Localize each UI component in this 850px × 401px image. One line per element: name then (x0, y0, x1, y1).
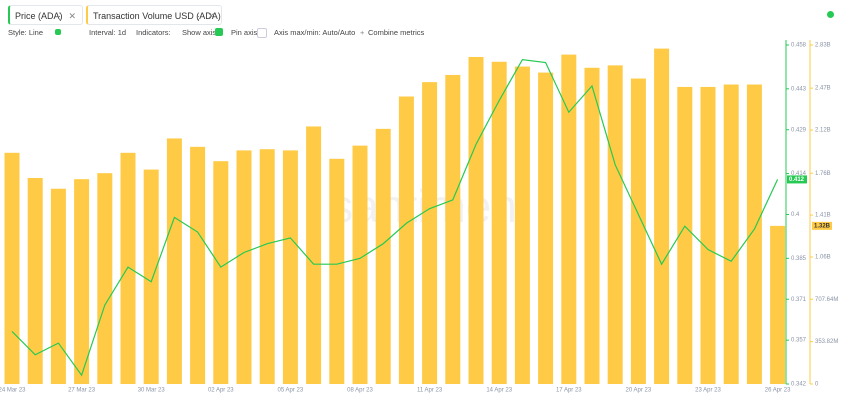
close-icon[interactable]: ✕ (68, 11, 76, 21)
x-tick-label: 05 Apr 23 (278, 388, 304, 394)
volume-bar (352, 145, 368, 384)
volume-bar (422, 82, 438, 384)
volume-bar (630, 78, 646, 384)
volume-bar (4, 152, 20, 384)
volume-bar (27, 177, 43, 384)
combine-metrics[interactable]: Combine metrics (368, 28, 425, 37)
x-tick-label: 23 Apr 23 (695, 388, 721, 394)
y-tick-label: 0.458 (791, 43, 807, 49)
y2-tick-label: 353.82M (815, 339, 838, 345)
pin-axis-label[interactable]: Pin axis (231, 28, 258, 37)
interval-dropdown[interactable]: Interval: 1d (89, 28, 127, 37)
y-tick-label: 0.414 (791, 171, 807, 177)
x-tick-label: 14 Apr 23 (486, 388, 512, 394)
color-swatch[interactable] (55, 29, 61, 35)
volume-bar (538, 72, 554, 384)
volume-bar (654, 48, 670, 385)
price-badge (787, 175, 807, 184)
y-tick-label: 0.371 (791, 297, 807, 303)
x-tick-label: 20 Apr 23 (626, 388, 652, 394)
y2-tick-label: 1.06B (815, 255, 831, 261)
y2-tick-label: 1.41B (815, 213, 831, 219)
x-tick-label: 30 Mar 23 (138, 388, 166, 394)
price-line (11, 58, 779, 377)
volume-bar (514, 66, 530, 385)
volume-bar (584, 67, 600, 385)
volume-bar (723, 84, 739, 385)
y2-tick-label: 2.12B (815, 128, 831, 134)
metric-tab[interactable]: Transaction Volume USD (ADA) ⋮ ✕ (86, 5, 222, 25)
x-tick-label: 27 Mar 23 (68, 388, 96, 394)
volume-bar (561, 54, 577, 384)
y-tick-label: 0.429 (791, 127, 807, 133)
volume-bar (398, 96, 414, 384)
indicators-dropdown[interactable]: Indicators: (136, 28, 171, 37)
volume-bar (700, 86, 716, 385)
volume-bar (445, 74, 461, 385)
volume-bar (74, 179, 90, 384)
axis-range-dropdown[interactable]: Axis max/min: Auto/Auto (274, 28, 356, 37)
volume-bar (120, 152, 136, 384)
volume-bar (282, 150, 298, 384)
y2-tick-label: 0 (815, 382, 819, 388)
y-tick-label: 0.357 (791, 338, 807, 344)
volume-bar (746, 84, 762, 385)
y-tick-label: 0.342 (791, 382, 807, 388)
y-tick-label: 0.385 (791, 256, 807, 262)
volume-bar (329, 158, 345, 384)
volume-bar (97, 173, 113, 384)
volume-badge-label: 1.32B (814, 223, 831, 229)
x-tick-label: 17 Apr 23 (556, 388, 582, 394)
y-tick-label: 0.443 (791, 86, 807, 92)
volume-bar (213, 161, 229, 384)
volume-bar (50, 188, 66, 384)
x-tick-label: 11 Apr 23 (417, 388, 443, 394)
show-axis-checkbox[interactable] (215, 28, 223, 36)
y2-tick-label: 2.83B (815, 43, 831, 49)
y-tick-label: 0.4 (791, 212, 800, 218)
volume-bar (236, 150, 252, 384)
tab-label: Price (ADA) (15, 11, 63, 21)
x-tick-label: 02 Apr 23 (208, 388, 234, 394)
volume-bar (375, 128, 391, 384)
volume-bar (259, 149, 275, 384)
volume-bar (166, 138, 182, 384)
x-tick-label: 26 Apr 23 (765, 388, 791, 394)
close-icon[interactable]: ✕ (207, 11, 215, 21)
plus-icon[interactable]: + (360, 28, 365, 37)
status-dot (827, 11, 834, 18)
x-tick-label: 08 Apr 23 (347, 388, 373, 394)
volume-bar (143, 169, 159, 384)
y2-tick-label: 1.76B (815, 171, 831, 177)
metric-tab[interactable]: Price (ADA) ⋮ ✕ (8, 5, 83, 25)
volume-bar (190, 146, 206, 384)
volume-bar (468, 56, 484, 385)
volume-bar (770, 225, 786, 384)
style-dropdown[interactable]: Style: Line (8, 28, 44, 37)
volume-bar (306, 126, 322, 384)
price-badge-label: 0.412 (789, 177, 805, 183)
menu-icon[interactable]: ⋮ (55, 11, 64, 21)
y2-tick-label: 2.47B (815, 86, 831, 92)
volume-bar (677, 86, 693, 385)
pin-axis-checkbox[interactable] (257, 28, 267, 38)
volume-bar (607, 65, 623, 385)
show-axis-label[interactable]: Show axis (182, 28, 217, 37)
tab-label: Transaction Volume USD (ADA) (93, 11, 221, 21)
volume-bar (491, 61, 507, 384)
y2-tick-label: 707.64M (815, 297, 838, 303)
menu-icon[interactable]: ⋮ (194, 11, 203, 21)
volume-badge (812, 221, 832, 230)
x-tick-label: 24 Mar 23 (0, 388, 26, 394)
